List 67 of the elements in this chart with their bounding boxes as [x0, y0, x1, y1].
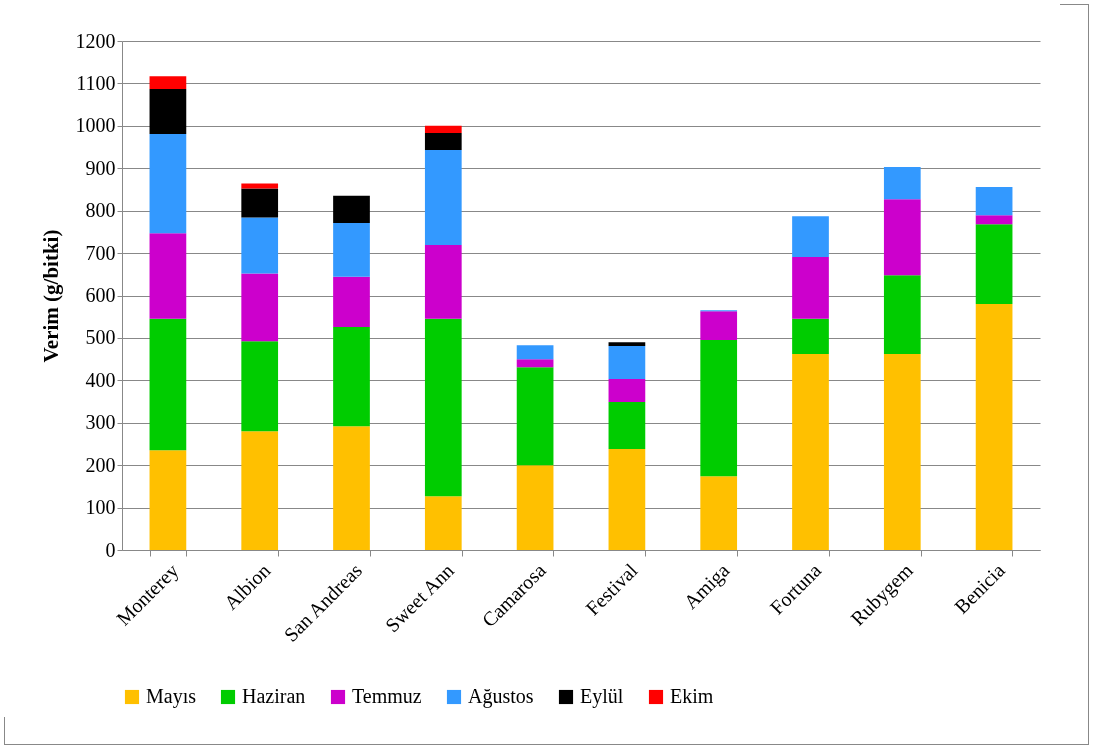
bar — [424, 496, 462, 550]
bar — [241, 273, 279, 342]
bar — [792, 354, 829, 550]
y-tick-label: 300 — [85, 411, 116, 434]
bar — [333, 222, 370, 277]
y-tick-label: 700 — [85, 241, 116, 264]
legend-label: Eylül — [580, 685, 624, 708]
y-tick-label: 800 — [85, 199, 116, 222]
bar — [333, 195, 370, 223]
bar — [149, 450, 187, 550]
bar — [792, 318, 829, 355]
bar — [792, 216, 829, 257]
y-tick-label: 600 — [85, 284, 116, 306]
bar — [424, 245, 462, 319]
legend-label: Haziran — [242, 685, 306, 707]
bar — [149, 76, 187, 89]
bar — [516, 465, 554, 550]
y-tick-label: 1200 — [75, 29, 116, 52]
bar — [149, 133, 187, 234]
y-tick-label: 100 — [85, 496, 116, 519]
y-tick-label: 1100 — [76, 71, 116, 94]
bar — [424, 133, 462, 151]
bar — [149, 88, 187, 134]
bar — [516, 367, 554, 466]
bar — [241, 341, 279, 432]
bar — [424, 318, 462, 497]
bar — [241, 217, 279, 274]
bar — [792, 256, 829, 319]
legend-label: Mayıs — [146, 685, 197, 708]
y-tick-label: 500 — [85, 326, 116, 349]
bar — [516, 359, 554, 368]
bar — [883, 199, 921, 276]
bar — [608, 379, 646, 402]
bar — [975, 224, 1013, 304]
y-tick-label: 200 — [85, 453, 116, 476]
y-tick-label: 900 — [85, 156, 116, 179]
bar — [149, 318, 187, 451]
legend-label: Temmuz — [352, 685, 422, 707]
bar — [700, 311, 738, 341]
bar — [700, 476, 738, 550]
bar — [241, 188, 279, 218]
bar — [333, 276, 370, 327]
legend-label: Ekim — [670, 685, 714, 707]
legend-label: Ağustos — [468, 685, 534, 708]
y-tick-label: 1000 — [75, 114, 116, 137]
bar — [608, 401, 646, 450]
y-tick-label: 400 — [85, 368, 116, 391]
bar — [241, 431, 279, 550]
bar — [241, 183, 279, 189]
y-axis-title: Verim (g/bitki) — [38, 229, 63, 363]
bar — [608, 449, 646, 550]
y-tick-label: 0 — [105, 538, 116, 561]
bar — [975, 303, 1013, 550]
bar — [608, 345, 646, 380]
bar — [333, 426, 370, 550]
bar — [608, 342, 646, 346]
bar — [149, 233, 187, 319]
bar — [883, 275, 921, 355]
bar — [333, 326, 370, 427]
bar — [975, 186, 1013, 216]
bar — [883, 354, 921, 550]
bar — [700, 340, 738, 477]
bar — [516, 345, 554, 360]
bar — [975, 215, 1013, 225]
bar — [883, 166, 921, 200]
bar — [424, 150, 462, 246]
bar — [424, 125, 462, 134]
